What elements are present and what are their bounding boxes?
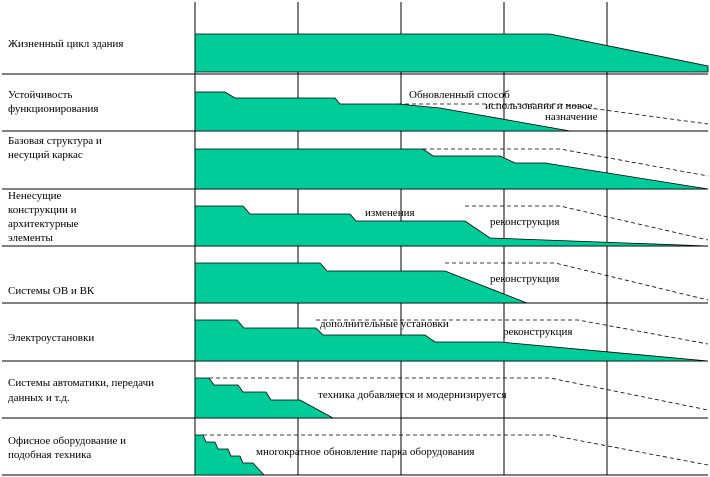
annotation: Обновленный способ использования и новое… [409,89,598,123]
annotation: техника добавляется и модернизируется [318,389,507,401]
annotation: реконструкция [490,273,559,285]
row-base-structure: Базовая структура и несущий каркас [8,135,709,190]
projection-dashed-line [445,262,709,301]
row-electrical: Электроустановки дополнительные установк… [8,318,709,362]
row-hvac-water: Системы ОВ и ВК реконструкция [8,262,709,304]
lifetime-band [194,205,709,247]
lifetime-band [194,148,709,190]
annotation: реконструкция [503,326,572,338]
row-life-cycle: Жизненный цикл здания [8,33,709,73]
projection-dashed-line [316,319,709,345]
lifetime-band [194,319,709,362]
row-non-bearing: Ненесущие конструкции и архитектурные эл… [8,190,709,247]
projection-dashed-line [209,377,709,411]
row-label: Базовая структура и несущий каркас [8,135,105,161]
annotation: многократное обновление парка оборудован… [256,446,475,458]
lifetime-band [194,33,709,73]
annotation: реконструкция [490,216,559,228]
projection-dashed-line [203,434,709,466]
row-label: Жизненный цикл здания [8,38,123,50]
annotation: изменения [365,207,415,219]
projection-dashed-line [465,205,709,241]
lifetime-band [194,434,265,476]
row-functional-stability: Устойчивость функционирования Обновленны… [8,89,709,132]
row-label: Системы ОВ и ВК [8,285,95,297]
lifetime-band [194,377,334,419]
row-automation: Системы автоматики, передачи данных и т.… [8,377,709,419]
projection-dashed-line [398,103,709,125]
row-label: Ненесущие конструкции и архитектурные эл… [8,190,81,244]
lifetime-band [194,262,528,304]
row-label: Электроустановки [8,332,94,344]
row-label: Устойчивость функционирования [8,89,98,115]
lifetime-band [194,91,571,132]
row-label: Офисное оборудование и подобная техника [8,435,129,461]
row-office-equipment: Офисное оборудование и подобная техника … [8,434,709,476]
row-label: Системы автоматики, передачи данных и т.… [8,377,157,404]
annotation: дополнительные установки [320,318,449,330]
projection-dashed-line [423,148,709,177]
